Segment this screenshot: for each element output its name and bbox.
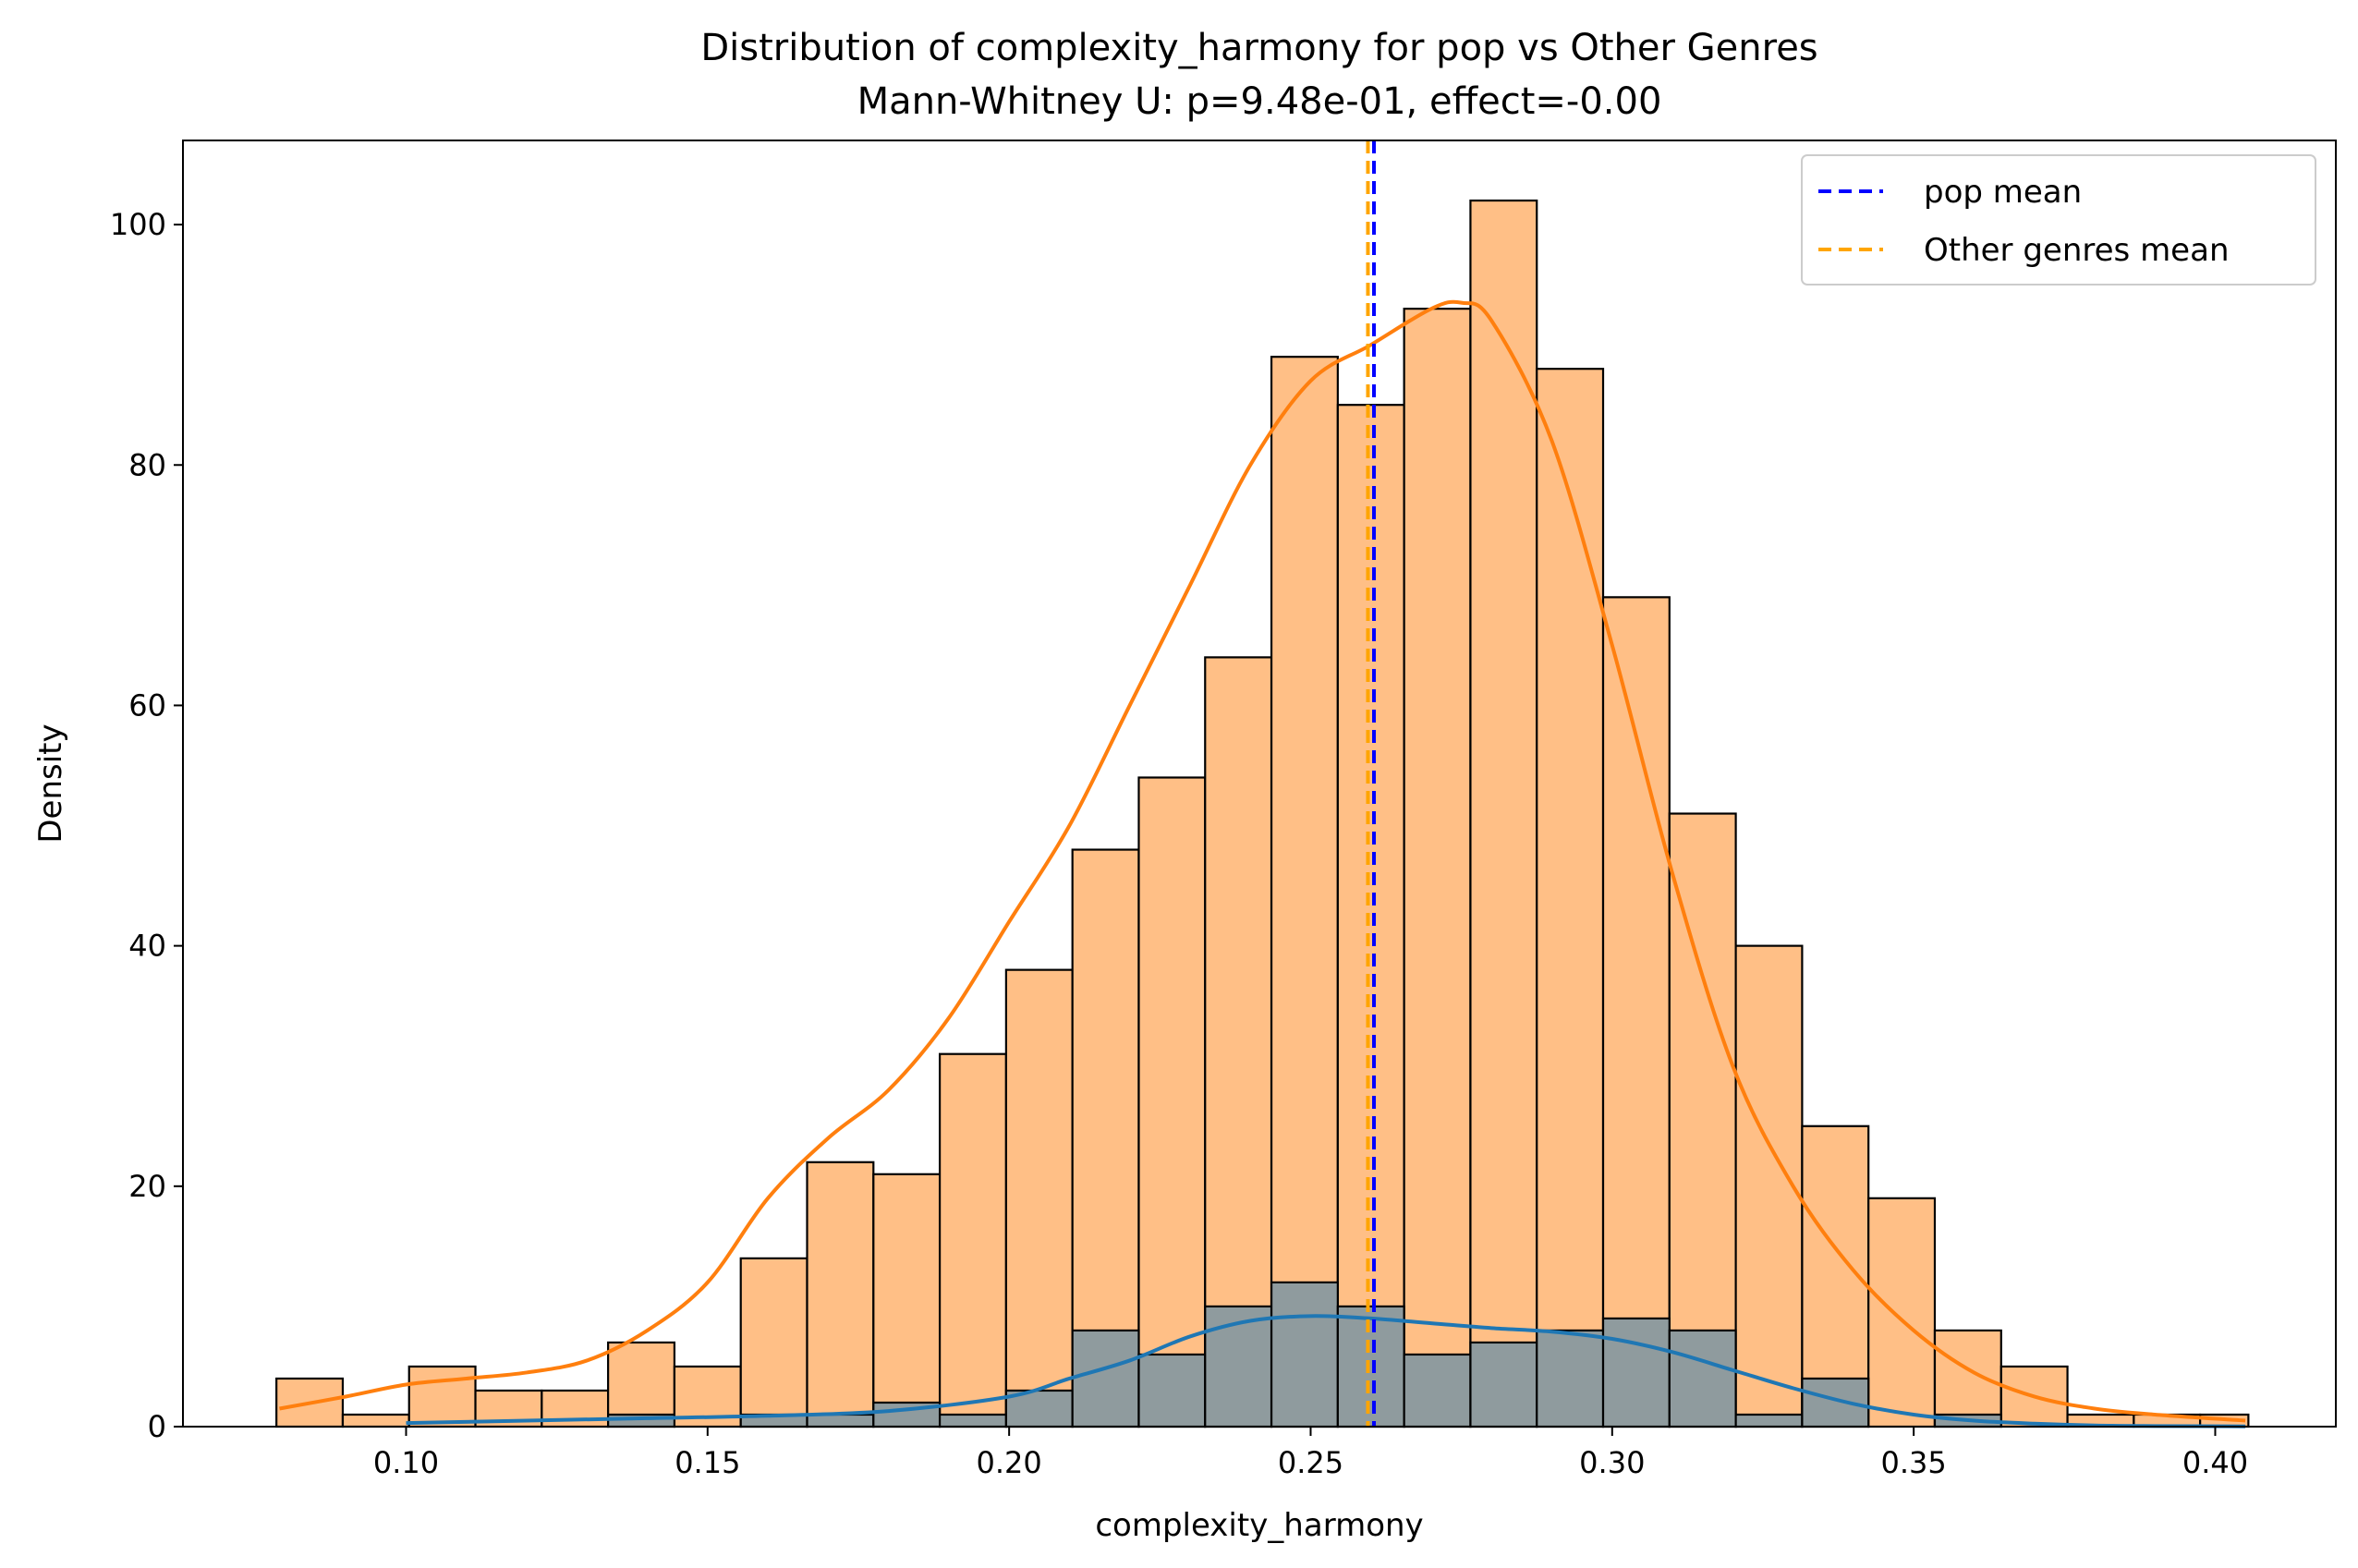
pop-bar (1801, 1377, 1870, 1428)
kde-curves (279, 299, 2246, 1428)
other-genres-bar (1469, 199, 1538, 1428)
pop-kde-line (406, 1314, 2246, 1428)
other-genres-bar (1204, 656, 1273, 1428)
x-axis: 0.10 0.15 0.20 0.25 0.30 0.35 0.40 (373, 1427, 2248, 1480)
other-genres-bar (872, 1173, 942, 1428)
pop-bar (1137, 1353, 1207, 1428)
pop-bar (1204, 1305, 1273, 1428)
x-tick-label: 0.35 (1881, 1445, 1947, 1480)
other-genres-bar (739, 1257, 808, 1428)
plot-area (182, 140, 2337, 1428)
plot-frame (182, 140, 2337, 1428)
y-tick-label: 60 (128, 687, 166, 723)
pop-bar (1071, 1329, 1140, 1428)
pop-bar (1668, 1329, 1737, 1428)
other-genres-kde-line (279, 299, 2246, 1423)
other-genres-bar (407, 1365, 477, 1428)
pop-bar (1403, 1353, 1472, 1428)
other-genres-bar (1668, 812, 1737, 1428)
other-genres-bar (1601, 596, 1671, 1428)
other-genres-bar (806, 1161, 875, 1428)
legend-pop-mean-label: pop mean (1924, 174, 2082, 211)
other-genres-bar (1004, 968, 1074, 1428)
legend-box (1801, 154, 2316, 286)
x-tick-label: 0.10 (373, 1445, 439, 1480)
x-tick-label: 0.20 (977, 1445, 1042, 1480)
pop-bar (1469, 1341, 1538, 1428)
y-tick-label: 0 (148, 1409, 166, 1444)
pop-bar (1336, 1305, 1405, 1428)
other-genres-bar (1867, 1197, 1937, 1428)
other-genres-bar (1270, 356, 1339, 1428)
other-genres-bar (1933, 1329, 2002, 1428)
other-genres-bar (938, 1052, 1007, 1428)
pop-bar (806, 1413, 875, 1428)
chart-title: Distribution of complexity_harmony for p… (700, 27, 1817, 69)
other-genres-bar (1536, 368, 1605, 1428)
pop-bar (1536, 1329, 1605, 1428)
legend: pop mean Other genres mean (1801, 154, 2316, 286)
y-tick-label: 20 (128, 1169, 166, 1204)
pop-bar (1270, 1281, 1339, 1428)
pop-bar (1601, 1317, 1671, 1428)
y-tick-label: 100 (110, 207, 166, 242)
y-tick-label: 80 (128, 447, 166, 482)
mean-lines (1366, 140, 1377, 1427)
y-axis: 0 20 40 60 80 100 (110, 207, 183, 1444)
other-genres-bar (1137, 776, 1207, 1428)
x-tick-label: 0.30 (1579, 1445, 1645, 1480)
y-tick-label: 40 (128, 929, 166, 964)
other-genres-bar (341, 1413, 410, 1428)
x-tick-label: 0.15 (675, 1445, 740, 1480)
pop-bars (607, 1281, 2002, 1428)
x-axis-label: complexity_harmony (1095, 1507, 1423, 1544)
y-axis-label: Density (32, 723, 69, 843)
x-tick-label: 0.40 (2182, 1445, 2248, 1480)
legend-other-mean-label: Other genres mean (1924, 232, 2230, 269)
pop-bar (938, 1413, 1007, 1428)
pop-bar (1734, 1413, 1804, 1428)
other-genres-bar (1336, 404, 1405, 1428)
x-tick-label: 0.25 (1278, 1445, 1343, 1480)
chart-subtitle: Mann-Whitney U: p=9.48e-01, effect=-0.00 (857, 80, 1662, 123)
other-genres-bar (1403, 308, 1472, 1428)
